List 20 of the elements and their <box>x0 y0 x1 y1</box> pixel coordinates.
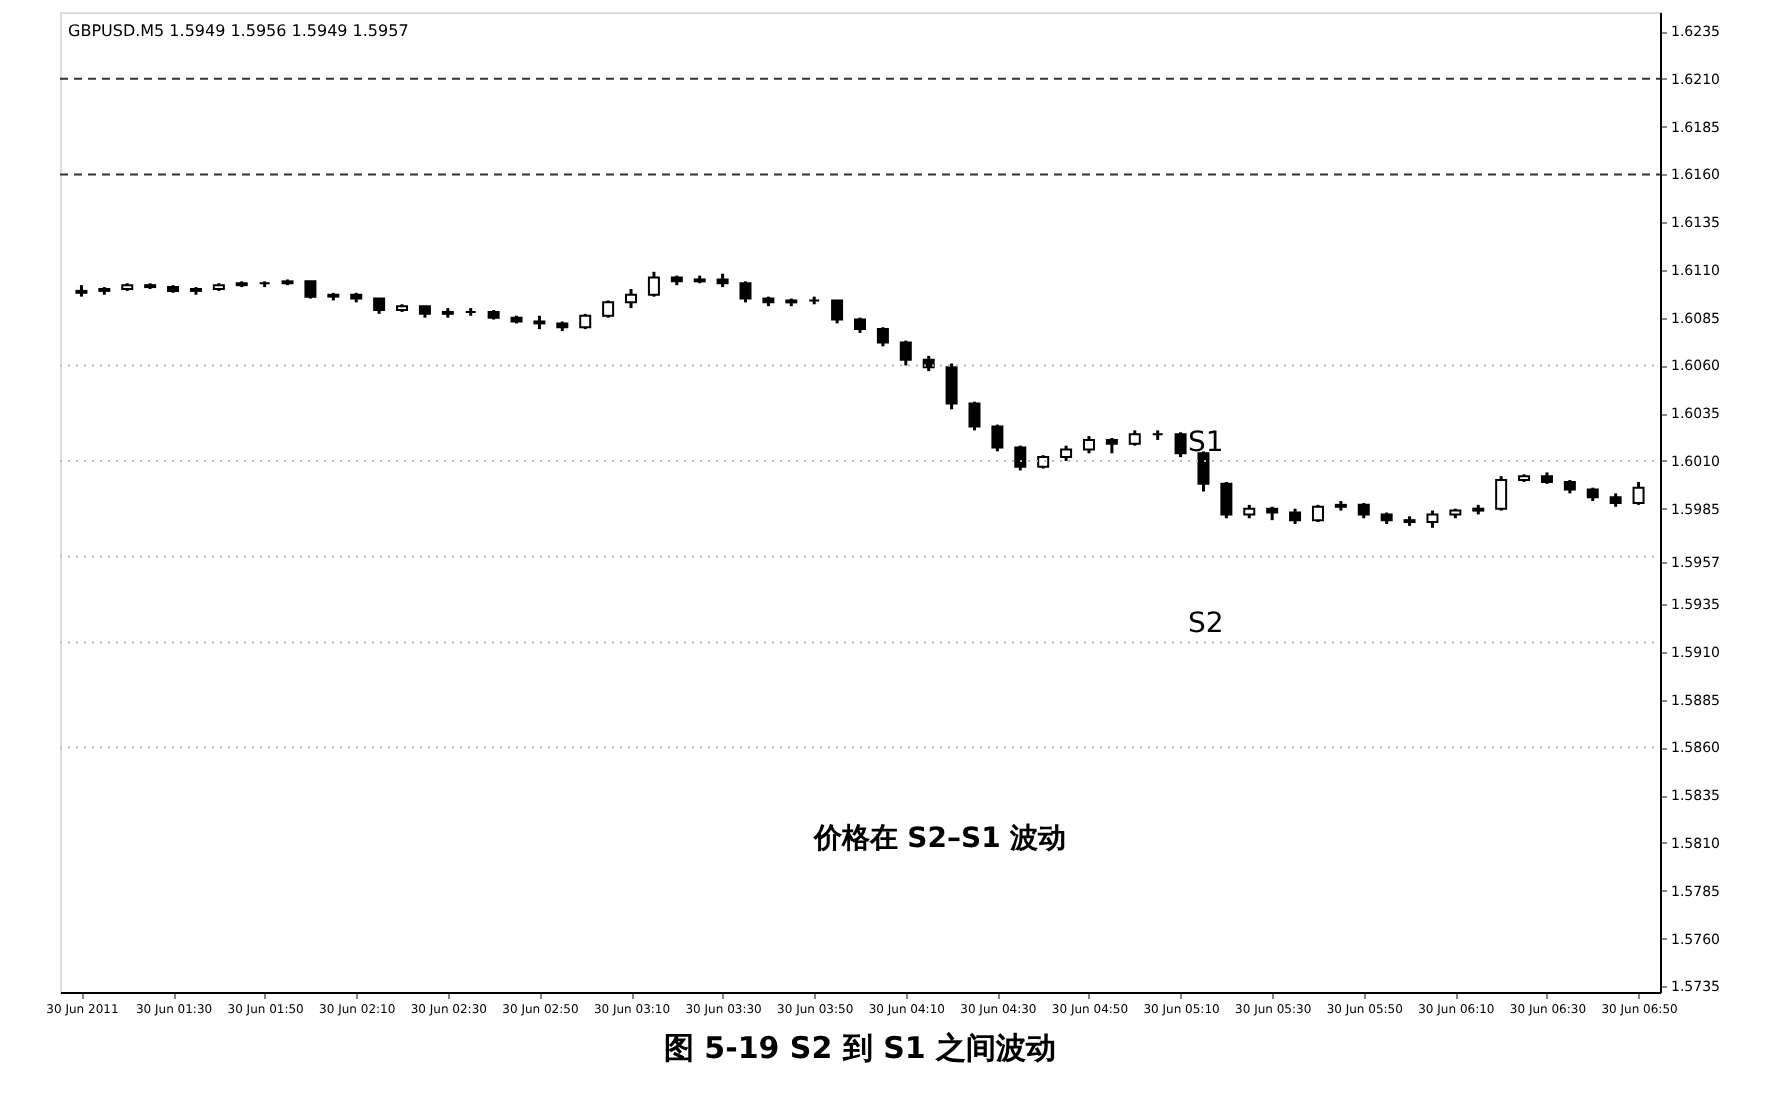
ref-line-label: S1 <box>1188 426 1224 459</box>
candlestick <box>899 339 912 367</box>
candlestick <box>1495 474 1508 513</box>
ref-line-label: S2 <box>1188 608 1224 641</box>
candlestick <box>1220 480 1233 520</box>
candlestick <box>945 362 958 411</box>
candlestick <box>831 298 844 325</box>
text: 图 5-19 S2 到 S1 之间波动 <box>663 1030 1057 1066</box>
candlestick <box>647 270 660 299</box>
candlestick <box>625 287 638 310</box>
annotation: 价格在 S2–S1 波动 <box>811 823 1067 856</box>
candlestick <box>1014 444 1027 472</box>
candlestick <box>991 423 1004 453</box>
candlestick <box>1632 480 1645 507</box>
candlestick <box>968 400 981 432</box>
candlestick <box>739 279 752 304</box>
annotation: GBPUSD.M5 1.5949 1.5956 1.5949 1.5957 <box>68 22 409 40</box>
candlestick <box>876 325 889 348</box>
candlestick <box>1174 430 1187 459</box>
candlestick <box>1197 449 1210 493</box>
